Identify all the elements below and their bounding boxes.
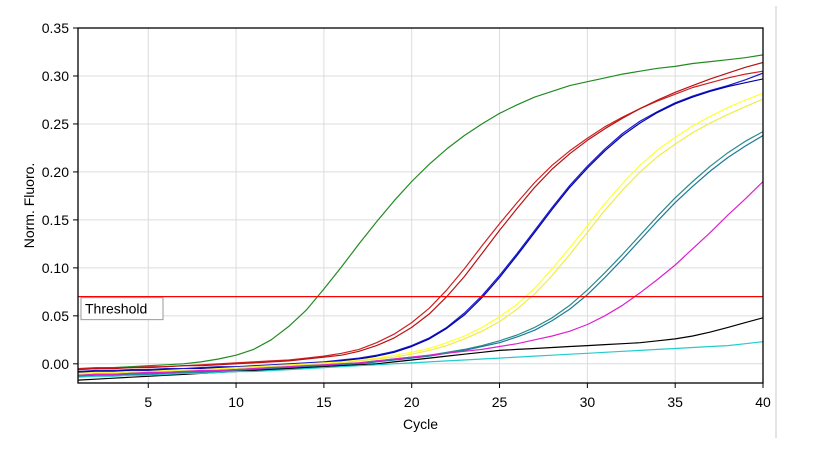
- series-line-9: [77, 134, 764, 377]
- series-line-1: [77, 54, 764, 370]
- x-tick-label: 30: [580, 394, 596, 410]
- threshold-label: Threshold: [85, 301, 147, 317]
- x-tick-label: 10: [228, 394, 244, 410]
- x-tick-label: 15: [316, 394, 332, 410]
- series-line-10: [77, 181, 764, 376]
- grid: [78, 27, 764, 383]
- series-line-12: [77, 341, 764, 378]
- y-tick-label: 0.30: [42, 68, 69, 84]
- x-tick-label: 40: [755, 394, 771, 410]
- y-tick-label: 0.15: [42, 212, 69, 228]
- y-tick-label: 0.05: [42, 308, 69, 324]
- y-axis-ticks: 0.00 0.05 0.10 0.15 0.20 0.25 0.30 0.35: [42, 20, 78, 372]
- x-axis-ticks: 5 10 15 20 25 30 35 40: [144, 383, 771, 410]
- y-tick-label: 0.00: [42, 356, 69, 372]
- x-tick-label: 20: [404, 394, 420, 410]
- series-line-7: [77, 98, 764, 375]
- y-tick-label: 0.25: [42, 116, 69, 132]
- series-line-6: [77, 92, 764, 374]
- series-line-3: [77, 61, 764, 371]
- plot-frame: [77, 27, 764, 384]
- threshold-label-box: [80, 297, 164, 321]
- y-axis-title: Norm. Fluoro.: [21, 163, 37, 249]
- y-tick-label: 0.35: [42, 20, 69, 36]
- x-tick-label: 5: [144, 394, 152, 410]
- y-tick-label: 0.10: [42, 260, 69, 276]
- x-tick-label: 35: [667, 394, 683, 410]
- x-tick-label: 25: [492, 394, 508, 410]
- series-group: [77, 54, 764, 381]
- y-tick-label: 0.20: [42, 164, 69, 180]
- threshold-group: Threshold: [78, 295, 763, 321]
- series-line-8: [77, 131, 764, 376]
- series-line-4: [77, 72, 764, 373]
- series-line-5: [77, 78, 764, 373]
- x-axis-title: Cycle: [403, 416, 438, 432]
